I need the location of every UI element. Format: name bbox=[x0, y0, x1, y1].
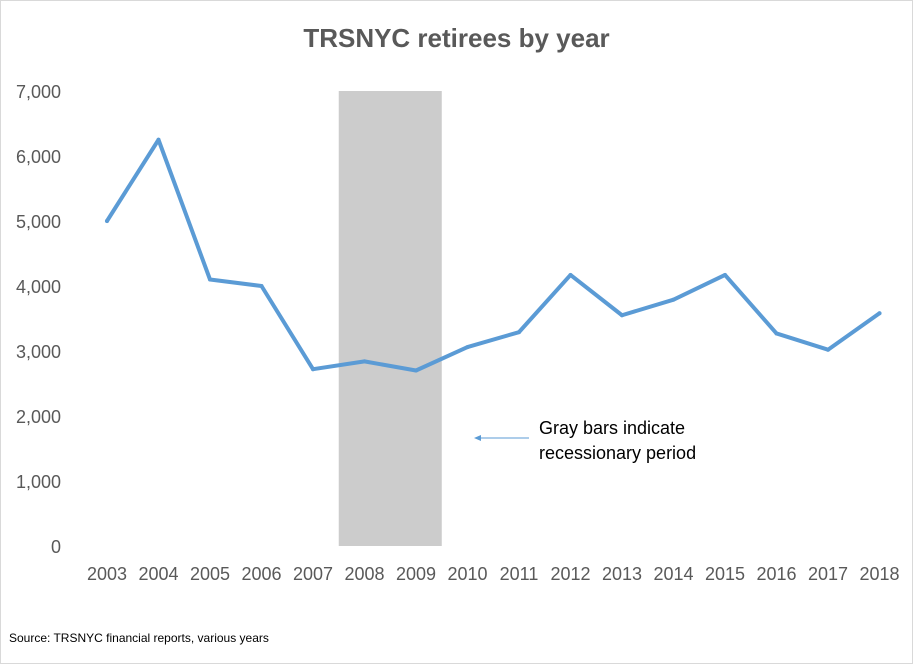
x-tick-label: 2016 bbox=[756, 564, 796, 584]
x-tick-label: 2013 bbox=[602, 564, 642, 584]
x-tick-label: 2005 bbox=[190, 564, 230, 584]
y-tick-label: 2,000 bbox=[16, 407, 61, 427]
recession-band bbox=[338, 91, 442, 546]
source-note: Source: TRSNYC financial reports, variou… bbox=[9, 631, 269, 645]
data-point-2003 bbox=[105, 219, 109, 223]
data-point-2009 bbox=[414, 368, 418, 373]
data-point-2012 bbox=[568, 272, 573, 277]
y-tick-label: 3,000 bbox=[16, 342, 61, 362]
data-point-2007 bbox=[311, 367, 315, 372]
x-tick-label: 2007 bbox=[293, 564, 333, 584]
x-tick-label: 2015 bbox=[705, 564, 745, 584]
data-point-2014 bbox=[671, 297, 676, 302]
x-tick-label: 2011 bbox=[500, 564, 539, 584]
y-tick-label: 1,000 bbox=[16, 472, 61, 492]
y-tick-label: 7,000 bbox=[16, 82, 61, 102]
x-tick-label: 2017 bbox=[808, 564, 848, 584]
x-tick-label: 2006 bbox=[241, 564, 281, 584]
data-point-2016 bbox=[774, 331, 779, 336]
y-tick-label: 5,000 bbox=[16, 212, 61, 232]
x-tick-label: 2010 bbox=[447, 564, 487, 584]
data-point-2010 bbox=[465, 345, 470, 350]
annotation-line-1: Gray bars indicate bbox=[539, 418, 685, 438]
y-tick-label: 4,000 bbox=[16, 277, 61, 297]
x-tick-label: 2004 bbox=[138, 564, 178, 584]
data-point-2004 bbox=[156, 137, 161, 142]
annotation-arrowhead bbox=[474, 435, 481, 441]
data-point-2006 bbox=[259, 284, 264, 288]
data-point-2013 bbox=[620, 313, 624, 318]
data-point-2017 bbox=[826, 347, 830, 352]
y-tick-label: 0 bbox=[51, 537, 61, 557]
x-tick-label: 2003 bbox=[87, 564, 127, 584]
data-point-2015 bbox=[723, 272, 727, 277]
x-tick-label: 2009 bbox=[396, 564, 436, 584]
data-point-2008 bbox=[362, 359, 367, 364]
data-point-2018 bbox=[877, 311, 882, 316]
x-tick-label: 2014 bbox=[653, 564, 693, 584]
annotation-line-2: recessionary period bbox=[539, 443, 696, 463]
data-point-2005 bbox=[208, 277, 212, 282]
data-point-2011 bbox=[517, 330, 521, 335]
y-tick-label: 6,000 bbox=[16, 147, 61, 167]
series-line-0 bbox=[105, 137, 882, 373]
x-tick-label: 2012 bbox=[550, 564, 590, 584]
chart-title: TRSNYC retirees by year bbox=[303, 23, 610, 53]
x-tick-label: 2008 bbox=[344, 564, 384, 584]
x-tick-label: 2018 bbox=[859, 564, 899, 584]
